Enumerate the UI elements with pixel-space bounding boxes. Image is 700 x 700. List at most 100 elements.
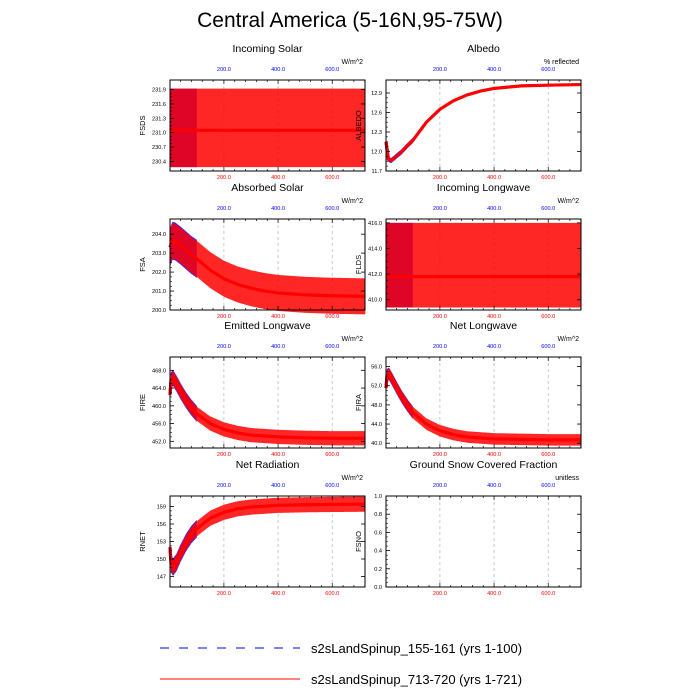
data-series	[385, 222, 582, 308]
x-tick-label-top: 200.0	[217, 206, 231, 212]
units-label: W/m^2	[557, 198, 579, 205]
x-tick-label-bottom: 200.0	[217, 591, 231, 597]
y-axis-label: FSNO	[354, 531, 363, 552]
y-tick-label: 464.0	[152, 386, 166, 392]
y-tick-label: 12.3	[371, 130, 382, 136]
y-tick-label: 414.0	[368, 246, 382, 252]
x-tick-label-bottom: 600.0	[325, 591, 339, 597]
y-tick-label: 159	[157, 505, 166, 511]
y-tick-label: 44.0	[371, 422, 382, 428]
y-tick-label: 231.6	[152, 102, 166, 108]
y-tick-label: 52.0	[371, 384, 382, 390]
plot-frame	[385, 79, 582, 172]
y-axis-label: RNET	[138, 531, 147, 552]
x-tick-label-bottom: 400.0	[271, 314, 285, 320]
units-label: W/m^2	[557, 336, 579, 343]
x-tick-label-top: 400.0	[487, 344, 501, 350]
x-tick-label-bottom: 600.0	[541, 314, 555, 320]
legend-item: s2sLandSpinup_713-720 (yrs 1-721)	[160, 672, 522, 687]
x-tick-label-top: 400.0	[487, 483, 501, 489]
data-series	[168, 222, 366, 315]
y-tick-label: 0.0	[374, 585, 382, 591]
y-tick-label: 452.0	[152, 439, 166, 445]
x-tick-label-top: 600.0	[541, 344, 555, 350]
units-label: W/m^2	[341, 198, 363, 205]
x-tick-label-bottom: 200.0	[433, 314, 447, 320]
annual-mean-line	[168, 502, 366, 571]
x-tick-label-top: 200.0	[433, 344, 447, 350]
annual-mean-line	[168, 375, 365, 440]
y-tick-label: 460.0	[152, 404, 166, 410]
y-tick-label: 147	[157, 575, 166, 581]
legend-label: s2sLandSpinup_155-161 (yrs 1-100)	[311, 641, 522, 656]
y-tick-label: 153	[157, 540, 166, 546]
x-tick-label-top: 400.0	[487, 206, 501, 212]
y-tick-label: 201.0	[152, 289, 166, 295]
x-tick-label-top: 600.0	[325, 344, 339, 350]
x-tick-label-top: 600.0	[325, 67, 339, 73]
legend: s2sLandSpinup_155-161 (yrs 1-100) s2sLand…	[160, 641, 522, 687]
x-tick-label-bottom: 200.0	[217, 452, 231, 458]
y-tick-label: 0.2	[374, 567, 382, 573]
x-tick-label-top: 400.0	[271, 344, 285, 350]
units-label: W/m^2	[341, 336, 363, 343]
x-tick-label-bottom: 200.0	[433, 452, 447, 458]
y-tick-label: 204.0	[152, 232, 166, 238]
seasonal-cycle-strokes	[385, 83, 582, 162]
y-axis-label: FSDS	[138, 115, 147, 135]
x-tick-label-top: 400.0	[487, 67, 501, 73]
x-tick-label-bottom: 400.0	[487, 452, 501, 458]
x-tick-label-top: 200.0	[217, 67, 231, 73]
y-tick-label: 410.0	[368, 298, 382, 304]
y-tick-label: 12.9	[371, 91, 382, 97]
plot-frame	[385, 495, 582, 588]
x-tick-label-bottom: 600.0	[541, 452, 555, 458]
x-tick-label-bottom: 600.0	[541, 591, 555, 597]
y-tick-label: 203.0	[152, 251, 166, 257]
legend-label: s2sLandSpinup_713-720 (yrs 1-721)	[311, 672, 522, 687]
y-tick-label: 0.4	[374, 549, 382, 555]
panel-title: Albedo	[467, 43, 500, 55]
x-tick-label-top: 400.0	[271, 483, 285, 489]
data-series	[384, 82, 582, 163]
y-tick-label: 150	[157, 557, 166, 563]
seasonal-cycle-strokes	[169, 496, 366, 575]
y-tick-label: 56.0	[371, 365, 382, 371]
seasonal-cycle-strokes	[169, 222, 366, 315]
annual-mean-line	[384, 82, 582, 163]
y-tick-label: 0.8	[374, 512, 382, 518]
x-tick-label-bottom: 400.0	[487, 314, 501, 320]
annual-mean-line	[168, 238, 366, 298]
y-tick-label: 230.4	[152, 159, 166, 165]
x-tick-label-bottom: 200.0	[217, 175, 231, 181]
seasonal-cycle-strokes	[169, 371, 366, 446]
x-tick-label-bottom: 200.0	[217, 314, 231, 320]
y-tick-label: 11.7	[372, 169, 382, 175]
chart-panel: Incoming Longwave W/m^2 410.0 412.0 414.0 416…	[354, 182, 582, 320]
x-tick-label-top: 200.0	[433, 206, 447, 212]
x-tick-label-bottom: 400.0	[271, 175, 285, 181]
y-axis-label: FIRA	[354, 394, 363, 411]
figure-title: Central America (5-16N,95-75W)	[197, 9, 503, 32]
panel-title: Absorbed Solar	[231, 182, 304, 194]
y-tick-label: 456.0	[152, 422, 166, 428]
x-tick-label-bottom: 200.0	[433, 175, 447, 181]
panel-title: Net Longwave	[450, 320, 517, 332]
x-tick-label-bottom: 400.0	[271, 591, 285, 597]
panel-title: Emitted Longwave	[224, 320, 311, 332]
chart-panel: Net Longwave W/m^2 40.0 44.0 48.0 52.0 56.0 200…	[354, 320, 582, 458]
x-tick-label-top: 600.0	[541, 483, 555, 489]
x-tick-label-bottom: 600.0	[325, 314, 339, 320]
panel-title: Incoming Longwave	[437, 182, 531, 194]
y-axis-label: FIRE	[138, 394, 147, 411]
y-tick-label: 12.0	[371, 150, 382, 156]
x-tick-label-top: 200.0	[433, 67, 447, 73]
x-tick-label-bottom: 600.0	[541, 175, 555, 181]
y-tick-label: 416.0	[368, 221, 382, 227]
y-tick-label: 40.0	[371, 441, 382, 447]
x-tick-label-top: 200.0	[433, 483, 447, 489]
data-series	[384, 368, 582, 446]
y-axis-label: FLDS	[354, 255, 363, 274]
units-label: W/m^2	[341, 59, 363, 66]
